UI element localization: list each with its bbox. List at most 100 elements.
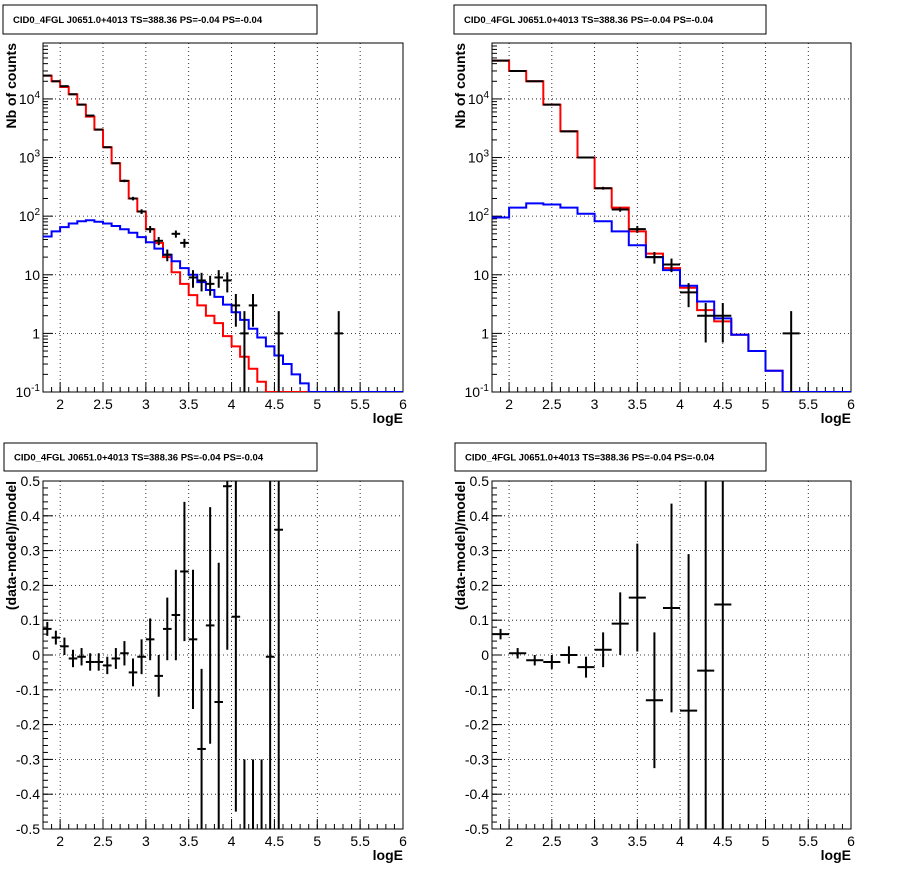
chart-title-box: [3, 442, 318, 472]
tick-label: 0.4: [21, 508, 41, 524]
series-line-blue: [43, 219, 403, 392]
tick-label: 0.3: [21, 543, 41, 559]
tick-label: 6: [399, 833, 407, 849]
residual-point: [205, 507, 215, 744]
tick-label: -0.4: [465, 786, 489, 802]
x-axis-title: logE: [821, 847, 851, 863]
residual-point: [214, 562, 223, 829]
plot-area: [43, 481, 283, 829]
data-point: [128, 196, 138, 201]
residual-point: [77, 648, 86, 666]
residual-point: [197, 668, 206, 829]
tick-label: 4: [676, 833, 684, 849]
tick-label: 1: [481, 325, 489, 341]
residual-point: [103, 656, 112, 675]
data-point: [274, 311, 283, 392]
residual-point: [509, 648, 527, 659]
tick-label: 104: [468, 90, 490, 107]
tick-label: 3.5: [628, 396, 648, 412]
tick-label: 0.5: [470, 473, 490, 489]
chart-title: CID0_4FGL J0651.0+4013 TS=388.36 PS=-0.0…: [465, 453, 715, 464]
tick-label: -0.4: [16, 786, 40, 802]
residual-point: [137, 639, 146, 675]
tick-label: -0.5: [16, 821, 40, 837]
residual-point: [128, 658, 138, 687]
residual-point: [60, 637, 69, 655]
tick-label: 4.5: [265, 833, 285, 849]
series-line-red: [492, 59, 851, 392]
tick-label: 3.5: [628, 833, 648, 849]
tick-label: 5: [313, 396, 321, 412]
data-point: [214, 270, 223, 288]
tick-label: 5: [762, 833, 770, 849]
data-point: [163, 249, 172, 262]
residual-point: [697, 481, 715, 829]
data-point: [137, 209, 146, 214]
data-point: [120, 179, 129, 183]
data-point: [560, 130, 578, 133]
data-point: [111, 162, 121, 165]
tick-label: 2.5: [93, 396, 113, 412]
data-point: [154, 237, 163, 246]
residual-point: [526, 655, 544, 666]
residual-point: [43, 621, 52, 636]
residual-point: [594, 632, 612, 668]
tick-label: 103: [19, 149, 41, 166]
tick-label: 3: [142, 396, 150, 412]
tick-label: 104: [19, 90, 41, 107]
chart-title: CID0_4FGL J0651.0+4013 TS=388.36 PS=-0.0…: [13, 15, 263, 26]
plot-area: [43, 74, 403, 392]
tick-label: 102: [19, 207, 41, 224]
tick-label: 0.5: [21, 473, 41, 489]
tick-label: 4: [676, 396, 684, 412]
tick-label: 0.4: [470, 508, 490, 524]
chart-panel-3: CID0_4FGL J0651.0+4013 TS=388.36 PS=-0.0…: [3, 442, 407, 863]
tick-label: -0.1: [16, 682, 40, 698]
data-point: [662, 258, 681, 273]
residual-point: [223, 481, 232, 650]
residual-point: [154, 655, 163, 697]
residual-point: [188, 569, 198, 709]
residual-point: [231, 481, 241, 812]
tick-label: 2.5: [542, 833, 562, 849]
tick-label: 6: [847, 396, 855, 412]
tick-label: 5.5: [350, 396, 370, 412]
data-point: [697, 302, 715, 343]
plot-frame: [491, 42, 852, 393]
tick-label: 5.5: [350, 833, 370, 849]
tick-label: 0.1: [21, 612, 41, 628]
tick-label: 6: [847, 833, 855, 849]
residual-point: [492, 628, 510, 640]
data-point: [240, 311, 249, 392]
data-point: [334, 311, 343, 392]
data-point: [77, 103, 86, 106]
tick-label: 3.5: [179, 833, 199, 849]
tick-label: 0.1: [470, 612, 490, 628]
tick-label: 2: [56, 833, 64, 849]
residual-point: [68, 649, 78, 668]
chart-title-box: [454, 442, 767, 472]
tick-label: 2.5: [542, 396, 562, 412]
tick-label: 2.5: [93, 833, 113, 849]
residual-point: [714, 481, 732, 829]
residual-point: [611, 592, 629, 655]
data-point: [145, 225, 155, 233]
tick-label: -0.5: [465, 821, 489, 837]
data-point: [577, 156, 595, 159]
tick-label: -0.2: [16, 717, 40, 733]
data-point: [594, 186, 612, 190]
tick-label: 4: [228, 833, 236, 849]
data-point: [171, 230, 181, 238]
series-line-red: [43, 74, 403, 392]
residual-point: [145, 618, 155, 661]
chart-title: CID0_4FGL J0651.0+4013 TS=388.36 PS=-0.0…: [464, 15, 714, 26]
grid: [43, 43, 403, 392]
tick-label: -0.2: [465, 717, 489, 733]
tick-label: 4.5: [265, 396, 285, 412]
tick-label: 5: [762, 396, 770, 412]
tick-label: 0.2: [470, 577, 490, 593]
residual-point: [645, 632, 663, 769]
data-point: [103, 146, 112, 149]
plot-frame: [42, 42, 404, 393]
residual-point: [274, 481, 283, 829]
